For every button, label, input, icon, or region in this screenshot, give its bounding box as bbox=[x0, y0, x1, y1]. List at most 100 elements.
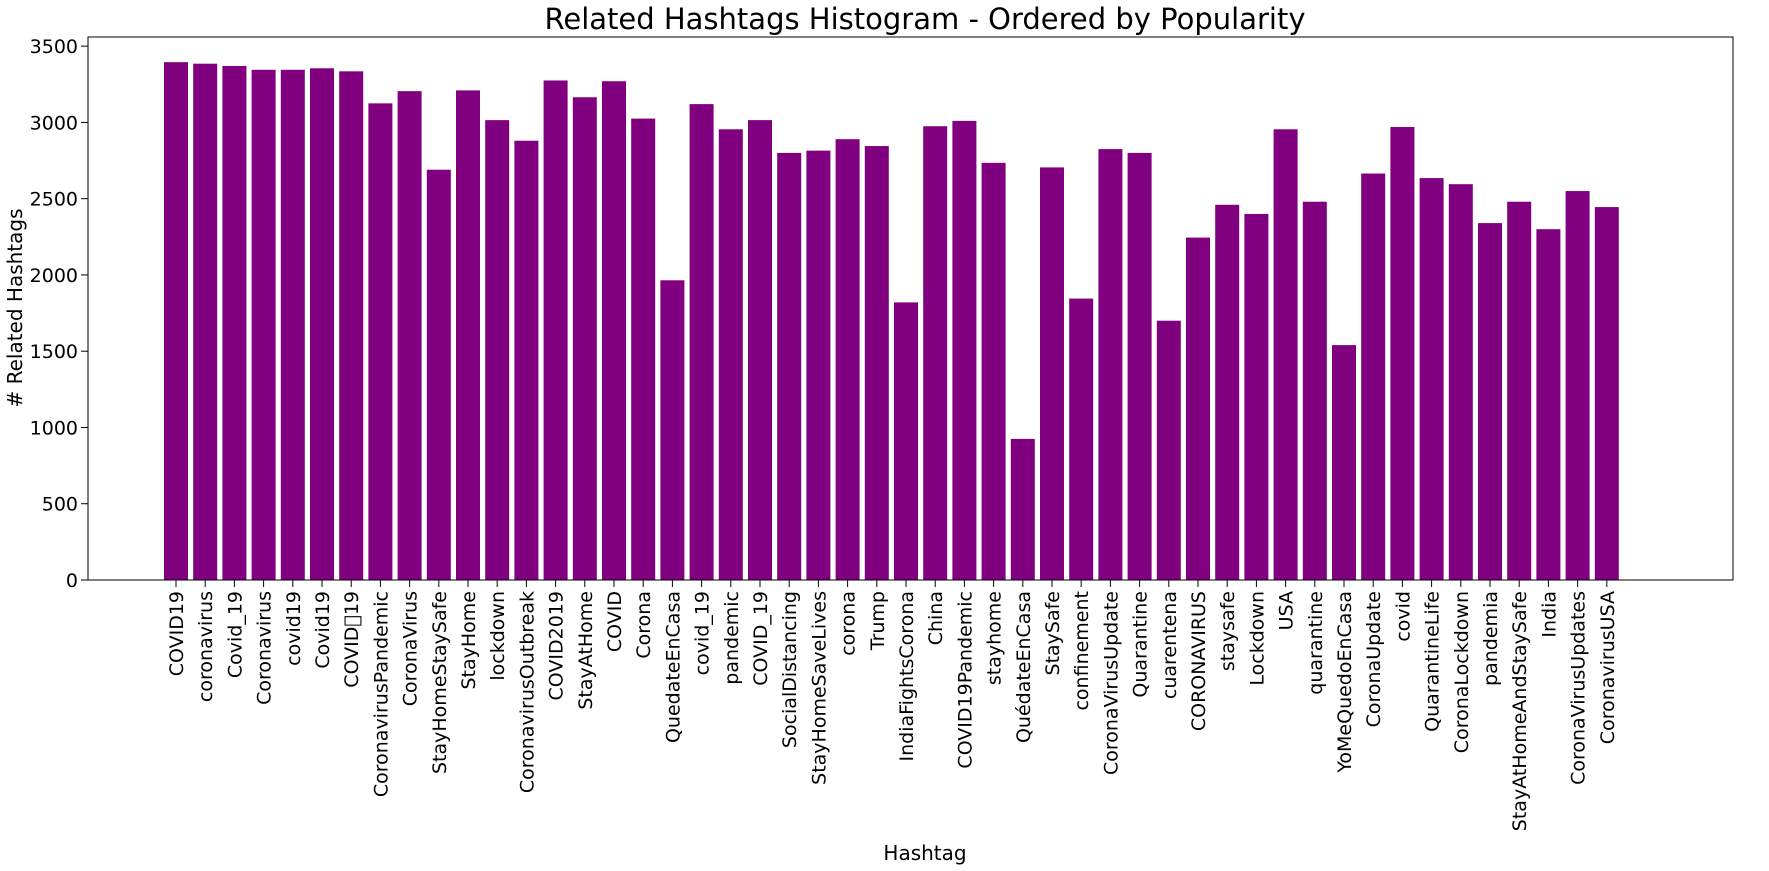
bar-23 bbox=[835, 139, 860, 580]
x-tick-label: covid_19 bbox=[692, 591, 714, 675]
x-tick-label: StayAtHome bbox=[575, 591, 597, 710]
x-tick-label: StayHomeSaveLives bbox=[808, 591, 830, 785]
bar-29 bbox=[1010, 438, 1035, 580]
x-tick-label: CoronavirusUSA bbox=[1597, 591, 1619, 744]
x-tick-label: IndiaFightsCorona bbox=[896, 591, 918, 762]
x-tick-label: pandemia bbox=[1480, 591, 1502, 686]
bar-40 bbox=[1332, 345, 1356, 580]
bar-35 bbox=[1186, 237, 1210, 580]
bar-16 bbox=[631, 118, 656, 580]
bar-42 bbox=[1390, 126, 1415, 580]
bar-11 bbox=[485, 120, 510, 580]
bar-0 bbox=[164, 62, 188, 581]
x-tick-label: YoMeQuedoEnCasa bbox=[1334, 591, 1356, 774]
bar-31 bbox=[1069, 298, 1094, 580]
bar-3 bbox=[251, 69, 276, 580]
bar-26 bbox=[923, 126, 948, 580]
bar-17 bbox=[660, 280, 685, 580]
x-tick-label: quarantine bbox=[1305, 591, 1327, 695]
x-tick-label: CoronavirusPandemic bbox=[370, 591, 392, 797]
x-tick-label: COVID bbox=[604, 591, 626, 652]
bar-22 bbox=[806, 150, 831, 580]
x-tick-label: COVID_19 bbox=[750, 591, 772, 686]
x-tick-label: StayAtHomeAndStaySafe bbox=[1509, 591, 1531, 831]
bar-48 bbox=[1565, 191, 1590, 580]
x-tick-label: CoronaUpdate bbox=[1363, 591, 1385, 727]
x-tick-label: India bbox=[1538, 591, 1560, 638]
bar-36 bbox=[1215, 204, 1240, 581]
y-tick-label: 0 bbox=[66, 570, 78, 592]
x-tick-label: covid bbox=[1392, 591, 1414, 642]
x-tick-label: CoronavirusOutbreak bbox=[516, 591, 538, 793]
bar-5 bbox=[310, 68, 334, 581]
bar-1 bbox=[193, 63, 218, 580]
x-tick-label: CORONAVIRUS bbox=[1188, 591, 1210, 731]
bar-24 bbox=[864, 146, 889, 580]
x-tick-label: stayhome bbox=[984, 591, 1006, 685]
bar-49 bbox=[1594, 207, 1619, 580]
x-tick-label: Covid_19 bbox=[224, 591, 246, 678]
x-tick-label: Quarantine bbox=[1130, 591, 1152, 698]
x-tick-label: coronavirus bbox=[195, 591, 217, 702]
y-axis-ticks: 0 500 1000 1500 2000 2500 3000 3500 bbox=[30, 36, 88, 592]
bar-21 bbox=[777, 152, 802, 581]
y-axis-label: # Related Hashtags bbox=[3, 208, 27, 407]
bar-44 bbox=[1448, 184, 1473, 580]
bar-43 bbox=[1419, 178, 1444, 580]
x-tick-label: StayHomeStaySafe bbox=[429, 591, 451, 774]
x-tick-label: COVID19Pandemic bbox=[954, 591, 976, 769]
x-tick-label: StayHome bbox=[458, 591, 480, 690]
bar-8 bbox=[397, 91, 422, 581]
bar-37 bbox=[1244, 213, 1269, 580]
bar-4 bbox=[280, 69, 305, 580]
bars bbox=[164, 62, 1619, 581]
bar-7 bbox=[368, 103, 393, 580]
bar-2 bbox=[222, 65, 247, 580]
bar-46 bbox=[1507, 201, 1532, 580]
x-tick-label: USA bbox=[1276, 591, 1298, 630]
x-tick-label: confinement bbox=[1071, 591, 1093, 711]
chart-title: Related Hashtags Histogram - Ordered by … bbox=[545, 2, 1306, 36]
bar-18 bbox=[689, 104, 714, 580]
x-tick-label: CoronaLockdown bbox=[1451, 591, 1473, 753]
x-tick-label: COVID⃢19 bbox=[341, 591, 363, 688]
x-tick-label: StaySafe bbox=[1042, 591, 1064, 675]
bar-33 bbox=[1127, 152, 1152, 581]
bar-10 bbox=[456, 90, 480, 581]
x-tick-label: Trump bbox=[867, 591, 889, 651]
bar-9 bbox=[426, 169, 451, 580]
x-tick-label: COVID2019 bbox=[546, 591, 568, 700]
y-tick-label: 500 bbox=[42, 494, 78, 516]
x-tick-label: cuarentena bbox=[1159, 591, 1181, 699]
x-tick-label: staysafe bbox=[1217, 591, 1239, 671]
x-tick-label: corona bbox=[838, 591, 860, 656]
y-tick-label: 3500 bbox=[30, 36, 78, 58]
x-tick-label: COVID19 bbox=[166, 591, 188, 676]
bar-19 bbox=[718, 129, 743, 581]
x-tick-label: Lockdown bbox=[1246, 591, 1268, 686]
x-tick-label: China bbox=[925, 591, 947, 645]
bar-39 bbox=[1302, 201, 1327, 580]
plot-frame bbox=[87, 36, 1734, 581]
x-tick-label: CoronaVirusUpdate bbox=[1100, 591, 1122, 775]
bar-28 bbox=[981, 162, 1006, 580]
bar-13 bbox=[543, 80, 568, 580]
y-tick-label: 1000 bbox=[30, 417, 78, 439]
bar-34 bbox=[1156, 320, 1181, 580]
x-tick-label: CoronaVirusUpdates bbox=[1568, 591, 1590, 785]
bar-38 bbox=[1273, 129, 1298, 581]
x-tick-label: Covid19 bbox=[312, 591, 334, 669]
bar-45 bbox=[1478, 223, 1502, 580]
x-tick-label: lockdown bbox=[487, 591, 509, 681]
x-tick-label: covid19 bbox=[283, 591, 305, 666]
y-tick-label: 3000 bbox=[30, 112, 78, 134]
bar-32 bbox=[1098, 149, 1123, 580]
x-tick-label: SocialDistancing bbox=[779, 591, 801, 748]
y-tick-label: 2500 bbox=[30, 189, 78, 211]
bar-25 bbox=[894, 302, 918, 580]
bar-14 bbox=[572, 97, 597, 580]
bar-6 bbox=[339, 71, 364, 580]
x-tick-label: CoronaVirus bbox=[400, 591, 422, 706]
bar-27 bbox=[952, 120, 977, 581]
y-tick-label: 2000 bbox=[30, 265, 78, 287]
